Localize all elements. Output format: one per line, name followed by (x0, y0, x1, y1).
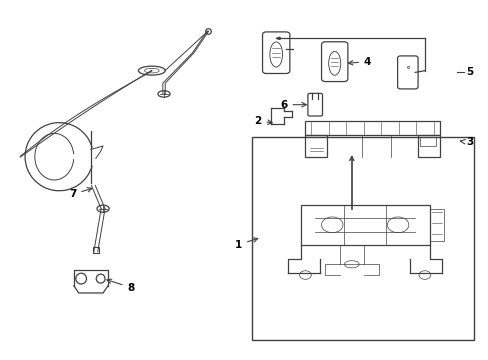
Bar (251, 137, 473, 339)
Text: 6: 6 (280, 100, 305, 110)
Text: 4: 4 (348, 57, 370, 67)
Bar (417, 135, 439, 157)
Text: 1: 1 (234, 238, 257, 249)
Bar (305, 121, 439, 135)
Bar (429, 209, 444, 241)
Text: 2: 2 (254, 116, 272, 126)
Bar (419, 137, 435, 146)
Bar (305, 135, 327, 157)
Bar (300, 205, 429, 244)
Text: 8: 8 (107, 279, 135, 293)
Text: 5: 5 (466, 67, 473, 77)
Text: 7: 7 (69, 188, 92, 199)
Text: 3: 3 (460, 138, 473, 147)
Polygon shape (276, 37, 280, 40)
